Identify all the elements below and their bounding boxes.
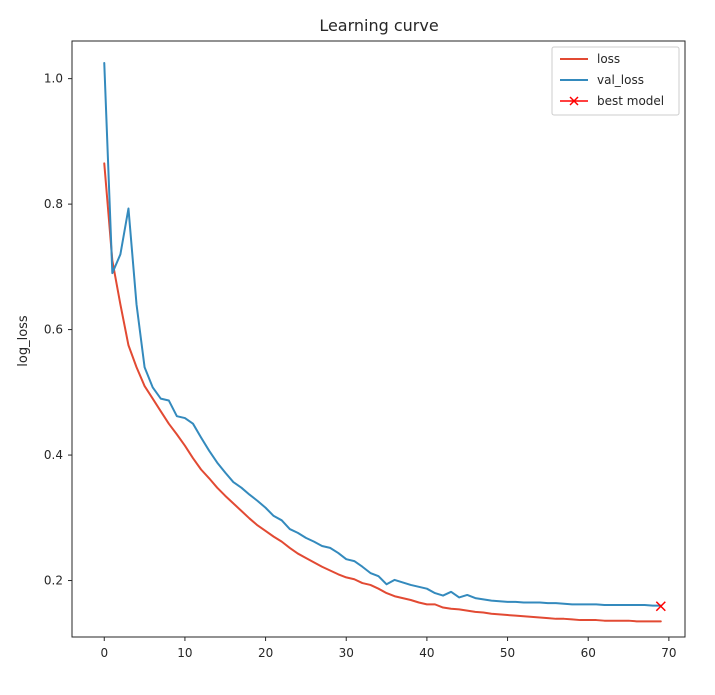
legend-box — [551, 46, 680, 116]
legend: loss val_loss best model — [551, 46, 680, 116]
y-tick-label: 0.8 — [44, 197, 63, 211]
chart-title: Learning curve — [319, 16, 438, 35]
legend-label-best-model: best model — [597, 94, 664, 108]
x-tick-label: 70 — [661, 646, 676, 660]
best-model-marker — [655, 601, 666, 612]
x-tick-label: 60 — [581, 646, 596, 660]
x-tick-label: 30 — [339, 646, 354, 660]
y-tick-label: 0.6 — [44, 323, 63, 337]
x-tick-label: 40 — [419, 646, 434, 660]
legend-label-loss: loss — [597, 52, 620, 66]
y-tick-label: 0.4 — [44, 448, 63, 462]
series-line-loss — [103, 162, 662, 623]
y-axis-label: log_loss — [16, 315, 31, 367]
x-tick-label: 10 — [177, 646, 192, 660]
x-tick-label: 50 — [500, 646, 515, 660]
plot-area-frame — [71, 40, 686, 638]
y-tick-label: 1.0 — [44, 72, 63, 86]
legend-swatch-best-model-x — [569, 96, 579, 106]
series-layer — [103, 61, 662, 623]
x-axis-ticks: 0 10 20 30 40 50 60 70 — [100, 637, 677, 660]
y-tick-label: 0.2 — [44, 574, 63, 588]
marker-layer — [655, 601, 666, 612]
series-line-val-loss — [103, 61, 662, 607]
legend-label-val-loss: val_loss — [597, 73, 644, 87]
x-tick-label: 20 — [258, 646, 273, 660]
y-axis-ticks: 0.2 0.4 0.6 0.8 1.0 — [44, 72, 72, 588]
x-tick-label: 0 — [100, 646, 108, 660]
